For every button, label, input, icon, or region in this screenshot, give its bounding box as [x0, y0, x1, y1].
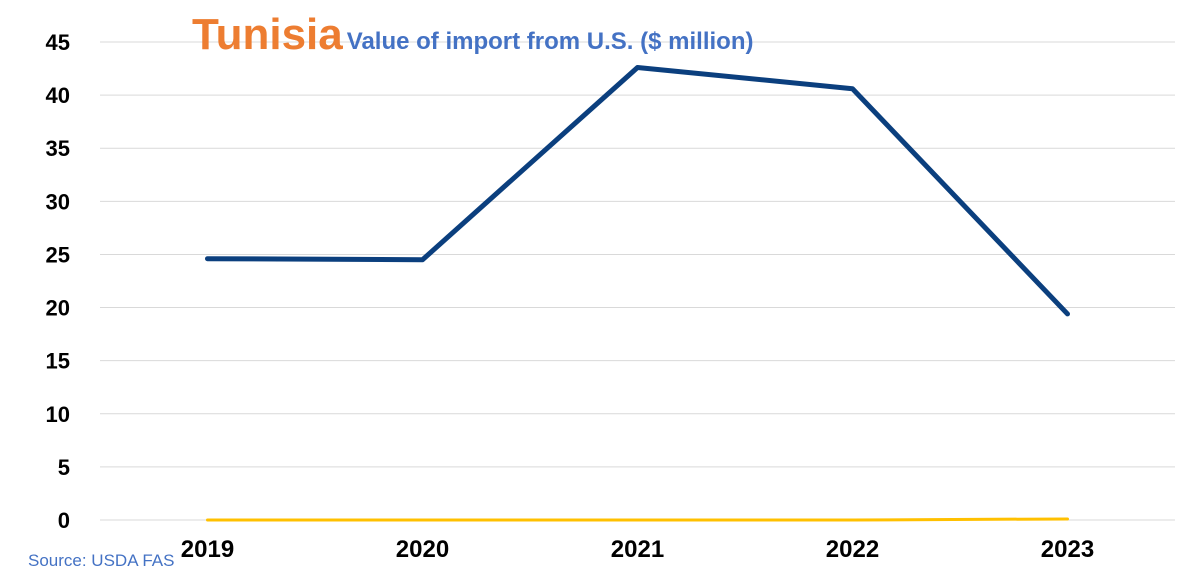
y-tick-label: 25: [46, 242, 70, 267]
x-tick-label: 2023: [1041, 536, 1094, 563]
y-axis-ticks: 0 5 10 15 20 25 30 35 40 45: [46, 30, 70, 533]
gridlines: [100, 41, 1175, 521]
x-axis-ticks: 2019 2020 2021 2022 2023: [181, 536, 1094, 563]
y-tick-label: 35: [46, 136, 70, 161]
series-group: [205, 64, 1070, 522]
series-line-0: [205, 64, 1070, 317]
x-tick-label: 2020: [396, 536, 449, 563]
y-tick-label: 20: [46, 296, 70, 321]
y-tick-label: 10: [46, 402, 70, 427]
series-line-1: [206, 517, 1069, 522]
y-tick-label: 45: [46, 30, 70, 55]
x-tick-label: 2022: [826, 536, 879, 563]
chart-subtitle: Value of import from U.S. ($ million): [346, 28, 754, 55]
y-tick-label: 5: [58, 455, 70, 480]
y-tick-label: 30: [46, 189, 70, 214]
y-tick-label: 15: [46, 349, 70, 374]
y-tick-label: 0: [58, 508, 70, 533]
x-tick-label: 2019: [181, 536, 234, 563]
chart-title-block: Tunisia Value of import from U.S. ($ mill…: [192, 10, 753, 60]
y-tick-label: 40: [46, 83, 70, 108]
source-note: Source: USDA FAS: [28, 551, 175, 570]
x-tick-label: 2021: [611, 536, 664, 563]
chart-title: Tunisia: [192, 10, 343, 59]
